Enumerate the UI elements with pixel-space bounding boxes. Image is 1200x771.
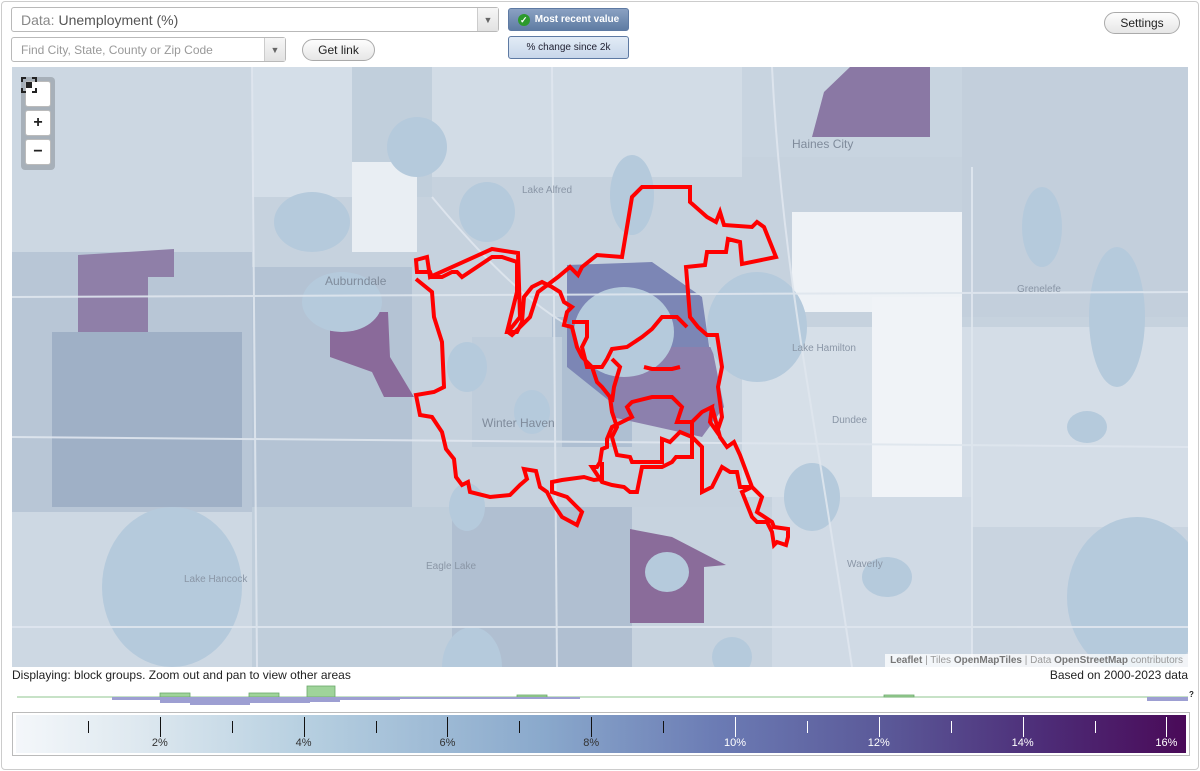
place-label-lake-alfred: Lake Alfred — [522, 185, 573, 196]
place-label-haines-city: Haines City — [792, 137, 854, 151]
map-zoom-controls: + − — [21, 77, 55, 170]
openmaptiles-link[interactable]: OpenMapTiles — [953, 655, 1022, 666]
legend-tick-label: 8% — [583, 737, 600, 749]
place-label-grenelefe: Grenelefe — [1017, 284, 1061, 295]
legend-major-tick — [303, 717, 305, 737]
fullscreen-icon[interactable] — [21, 77, 51, 107]
place-label-auburndale: Auburndale — [325, 274, 387, 288]
place-label-lake-hancock: Lake Hancock — [184, 574, 248, 585]
settings-button[interactable]: Settings — [1104, 12, 1180, 34]
histogram-help-icon[interactable]: ? — [1189, 690, 1194, 699]
zoom-in-button[interactable]: + — [25, 110, 51, 136]
data-select-value: Unemployment (%) — [58, 11, 179, 28]
location-search[interactable]: ▼ — [11, 37, 286, 62]
legend-major-tick — [735, 717, 737, 737]
value-histogram — [17, 685, 1188, 705]
legend-major-tick — [1166, 717, 1168, 737]
legend-tick-label: 2% — [151, 737, 168, 749]
place-label-waverly: Waverly — [847, 559, 883, 570]
legend-tick-label: 14% — [1011, 737, 1034, 749]
legend-major-tick — [1022, 717, 1024, 737]
highlighted-area[interactable] — [413, 185, 790, 550]
map-attribution: Leaflet | Tiles OpenMapTiles | Data Open… — [885, 654, 1188, 667]
legend-major-tick — [591, 717, 593, 737]
legend-minor-tick — [231, 721, 233, 733]
legend-minor-tick — [950, 721, 952, 733]
most-recent-value-label: Most recent value — [534, 14, 620, 25]
get-link-button[interactable]: Get link — [302, 39, 375, 61]
chevron-down-icon[interactable]: ▼ — [264, 38, 285, 61]
legend-tick-label: 10% — [724, 737, 747, 749]
place-label-lake-hamilton: Lake Hamilton — [792, 343, 856, 354]
legend-major-tick — [159, 717, 161, 737]
legend-gradient — [16, 715, 1186, 753]
legend-major-tick — [447, 717, 449, 737]
place-label-winter-haven: Winter Haven — [482, 416, 555, 430]
legend-minor-tick — [519, 721, 521, 733]
legend-tick-label: 4% — [295, 737, 312, 749]
color-legend: 2% 4% 6% 8% 10% 12% 14% 16% — [12, 712, 1190, 756]
legend-minor-tick — [806, 721, 808, 733]
legend-major-tick — [878, 717, 880, 737]
legend-tick-label: 16% — [1155, 737, 1178, 749]
display-level-text: Displaying: block groups. Zoom out and p… — [12, 668, 351, 682]
data-select-label: Data: — [21, 11, 55, 28]
legend-tick-label: 6% — [439, 737, 456, 749]
data-range-text: Based on 2000-2023 data — [1049, 668, 1188, 682]
map-canvas[interactable] — [12, 67, 1188, 667]
openstreetmap-link[interactable]: OpenStreetMap — [1054, 655, 1128, 666]
place-label-eagle-lake: Eagle Lake — [426, 561, 477, 572]
percent-change-label: % change since 2k — [526, 42, 611, 53]
place-label-dundee: Dundee — [832, 415, 868, 426]
search-input[interactable] — [12, 39, 266, 60]
legend-minor-tick — [1094, 721, 1096, 733]
most-recent-value-button[interactable]: ✓ Most recent value — [508, 8, 629, 31]
chevron-down-icon[interactable]: ▼ — [477, 8, 498, 31]
data-select[interactable]: Data: Unemployment (%) ▼ — [11, 7, 499, 32]
leaflet-link[interactable]: Leaflet — [890, 655, 923, 666]
legend-minor-tick — [87, 721, 89, 733]
map-view[interactable]: + − Haines City Lake Alfred Auburndale G… — [12, 67, 1188, 667]
zoom-out-button[interactable]: − — [25, 139, 51, 165]
legend-minor-tick — [375, 721, 377, 733]
legend-minor-tick — [663, 721, 665, 733]
legend-tick-label: 12% — [867, 737, 890, 749]
percent-change-button[interactable]: % change since 2k — [508, 36, 629, 59]
check-icon: ✓ — [517, 13, 530, 26]
